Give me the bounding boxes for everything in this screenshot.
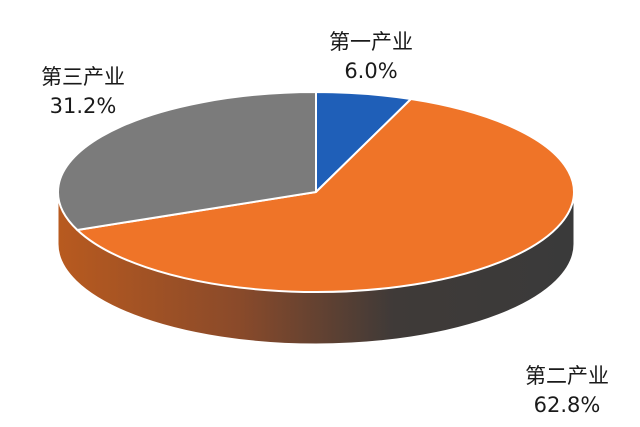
slice-name-primary: 第一产业 <box>329 30 413 54</box>
slice-label-tertiary: 第三产业 31.2% <box>18 63 148 121</box>
slice-secondary <box>76 98 575 293</box>
slice-value-secondary: 62.8% <box>533 393 601 417</box>
slice-name-tertiary: 第三产业 <box>41 65 125 89</box>
slice-label-primary: 第一产业 6.0% <box>306 28 436 86</box>
slice-value-primary: 6.0% <box>344 59 398 83</box>
slice-label-secondary: 第二产业 62.8% <box>502 362 632 420</box>
slice-name-secondary: 第二产业 <box>525 364 609 388</box>
slice-value-tertiary: 31.2% <box>49 94 117 118</box>
slice-tertiary <box>57 91 317 231</box>
